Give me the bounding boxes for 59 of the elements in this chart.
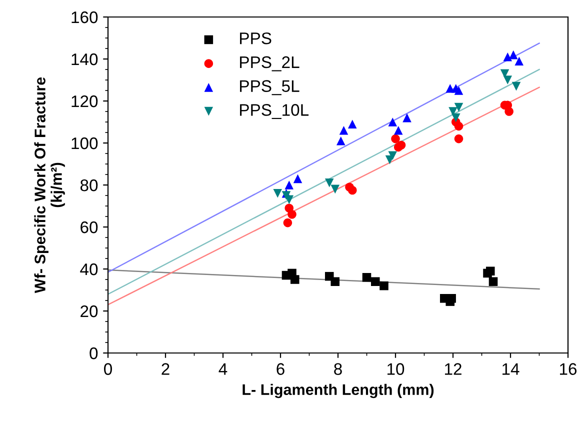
point: [396, 140, 406, 150]
point: [514, 56, 524, 66]
y-tick-label: 60: [80, 221, 98, 234]
point: [362, 273, 372, 282]
x-tick-label: 6: [276, 363, 284, 375]
point: [293, 174, 302, 184]
point: [348, 120, 357, 128]
point: [348, 186, 357, 195]
point: [388, 151, 398, 160]
point: [503, 76, 512, 84]
point: [488, 277, 498, 286]
legend-label: PPS_2L: [240, 56, 300, 72]
x-tick-label: 8: [334, 363, 342, 375]
point: [391, 134, 400, 144]
point: [388, 118, 398, 126]
point: [454, 86, 464, 95]
x-tick-label: 14: [502, 363, 520, 375]
x-tick-label: 10: [388, 363, 404, 375]
point: [284, 180, 294, 190]
y-tick-label: 20: [80, 305, 98, 318]
point: [504, 107, 514, 116]
x-tick-label: 16: [560, 363, 577, 375]
point: [448, 107, 458, 116]
point: [451, 113, 460, 122]
point: [486, 266, 495, 276]
x-tick-label: 4: [218, 363, 228, 375]
point: [273, 189, 282, 198]
legend-label: PPS: [240, 32, 272, 44]
point: [454, 122, 464, 131]
point: [330, 277, 340, 286]
point: [288, 210, 296, 219]
y-tick-label: 160: [72, 11, 98, 24]
point: [336, 136, 346, 146]
point: [380, 281, 388, 290]
point: [454, 134, 464, 144]
point: [503, 52, 512, 62]
point: [290, 275, 300, 284]
point: [402, 113, 412, 122]
point: [324, 178, 334, 188]
x-tick-label: 12: [445, 363, 462, 375]
point: [512, 82, 521, 91]
x-tick-label: 0: [104, 363, 112, 375]
y-tick-label: 140: [72, 53, 98, 66]
y-tick-label: 80: [80, 179, 98, 192]
legend-label: PPS_5L: [240, 80, 300, 96]
legend-label: PPS_10L: [240, 104, 309, 119]
point: [339, 126, 348, 135]
y-axis-title: Wf- Specific Work Of Fracture (kj/m²): [34, 77, 65, 294]
point: [394, 126, 403, 135]
y-tick-label: 100: [72, 137, 98, 150]
point: [454, 102, 464, 112]
point: [330, 184, 340, 194]
y-tick-label: 0: [90, 347, 98, 360]
y-tick-label: 120: [72, 95, 98, 108]
y-tick-label: 40: [80, 263, 98, 276]
x-axis-title: L- Ligamenth Length (mm): [242, 384, 434, 398]
point: [283, 218, 292, 228]
x-tick-label: 2: [162, 363, 170, 375]
point: [370, 277, 380, 286]
